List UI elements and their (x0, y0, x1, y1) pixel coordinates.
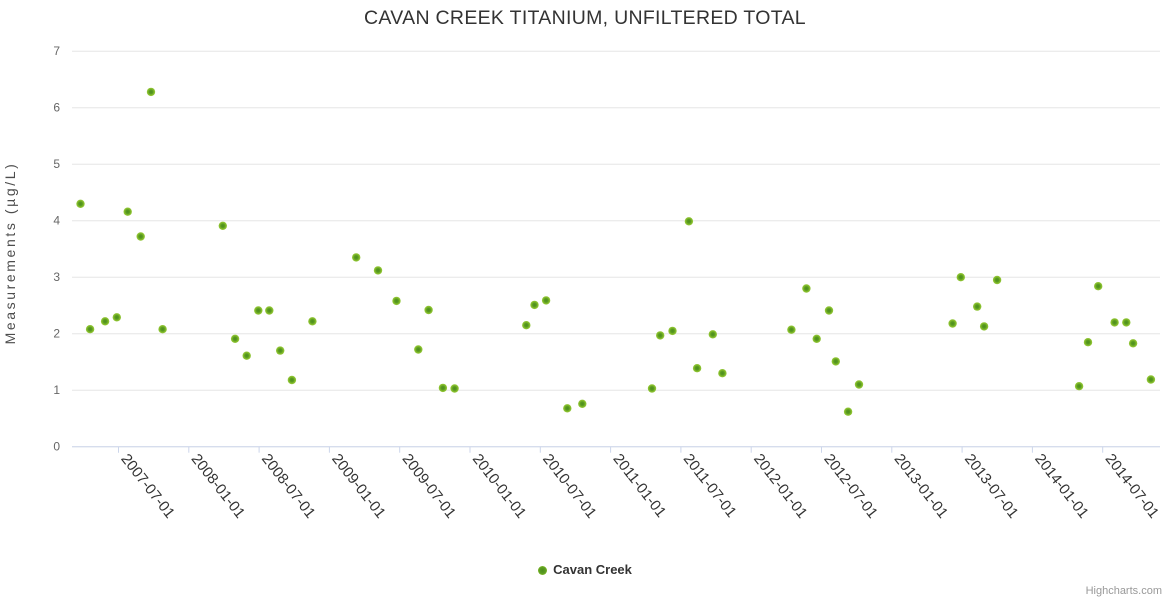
svg-text:5: 5 (53, 157, 60, 171)
svg-text:2008-07-01: 2008-07-01 (258, 451, 319, 522)
svg-text:4: 4 (53, 214, 60, 228)
svg-text:2013-07-01: 2013-07-01 (961, 451, 1022, 522)
svg-text:2009-01-01: 2009-01-01 (328, 451, 389, 522)
svg-text:2014-07-01: 2014-07-01 (1102, 451, 1163, 522)
svg-text:2: 2 (53, 327, 60, 341)
svg-text:2011-01-01: 2011-01-01 (609, 451, 669, 521)
svg-text:6: 6 (53, 101, 60, 115)
svg-text:2014-01-01: 2014-01-01 (1031, 451, 1092, 522)
svg-text:2012-01-01: 2012-01-01 (750, 451, 811, 522)
svg-text:2009-07-01: 2009-07-01 (399, 451, 460, 522)
svg-text:3: 3 (53, 270, 60, 284)
svg-text:2013-01-01: 2013-01-01 (891, 451, 952, 522)
svg-text:7: 7 (53, 44, 60, 58)
svg-text:2008-01-01: 2008-01-01 (188, 451, 249, 522)
svg-text:2012-07-01: 2012-07-01 (820, 451, 881, 522)
svg-text:1: 1 (53, 383, 60, 397)
svg-text:0: 0 (53, 440, 60, 454)
svg-text:2011-07-01: 2011-07-01 (680, 451, 740, 521)
svg-text:2007-07-01: 2007-07-01 (117, 451, 178, 522)
svg-text:2010-01-01: 2010-01-01 (469, 451, 530, 522)
svg-text:2010-07-01: 2010-07-01 (539, 451, 600, 522)
